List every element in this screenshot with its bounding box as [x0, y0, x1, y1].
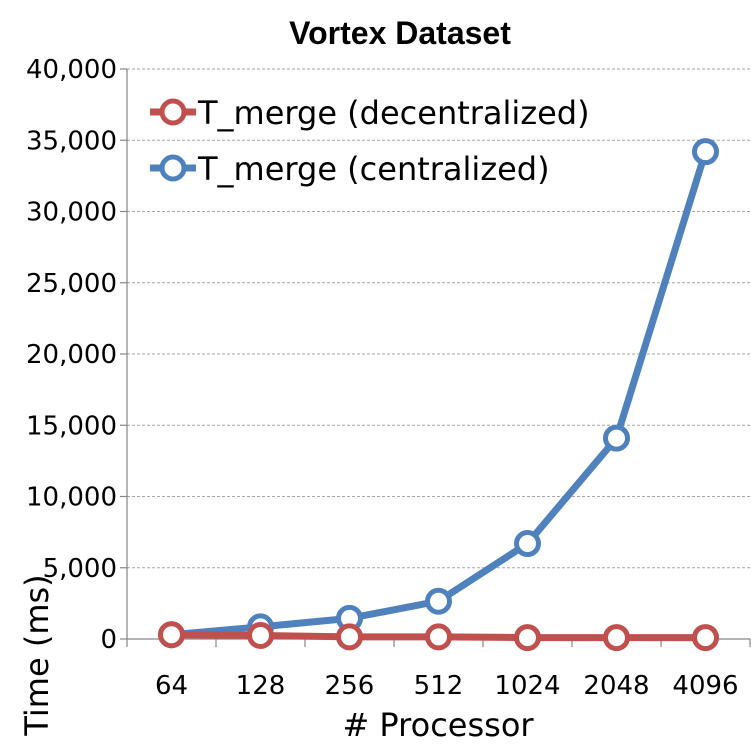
data-point: [514, 624, 541, 652]
legend-entry: T_merge (centralized): [150, 150, 550, 188]
x-tick-label: 128: [236, 671, 286, 701]
y-tick-label: 20,000: [26, 340, 117, 370]
series-decentralized: [158, 621, 719, 652]
legend: T_merge (decentralized) T_merge (centrali…: [150, 94, 590, 188]
legend-label: T_merge (centralized): [197, 150, 550, 188]
data-point: [692, 624, 719, 652]
data-point: [603, 424, 630, 452]
legend-marker: [159, 154, 187, 182]
y-tick-labels: 0 5,000 10,000 15,000 20,000 25,000 30,000 35,0…: [26, 55, 117, 655]
series: [158, 138, 719, 652]
x-tick-label: 64: [155, 671, 188, 701]
data-point: [603, 624, 630, 652]
y-tick-label: 25,000: [26, 269, 117, 299]
legend-marker: [159, 98, 187, 126]
series-line: [171, 150, 709, 639]
data-point: [425, 587, 452, 615]
x-tick-label: 256: [325, 671, 375, 701]
series-centralized: [158, 138, 719, 649]
x-axis-label: # Processor: [342, 706, 534, 744]
y-tick-label: 35,000: [26, 126, 117, 156]
legend-label: T_merge (decentralized): [197, 94, 590, 132]
chart-title: Vortex Dataset: [289, 15, 511, 51]
y-tick-label: 40,000: [26, 55, 117, 85]
gridlines: [127, 68, 750, 569]
y-tick-label: 15,000: [26, 411, 117, 441]
x-tick-labels: 64 128 256 512 1024 2048 4096: [155, 671, 739, 701]
y-tick-label: 10,000: [26, 483, 117, 513]
y-axis-label: Time (ms): [18, 574, 56, 736]
y-tick-label: 0: [100, 625, 117, 655]
y-tick-label: 30,000: [26, 198, 117, 228]
data-point: [425, 623, 452, 651]
x-tick-label: 2048: [583, 671, 649, 701]
x-tick-label: 1024: [494, 671, 560, 701]
y-tick-label: 5,000: [43, 554, 117, 584]
data-point: [514, 530, 541, 558]
x-tick-label: 4096: [672, 671, 738, 701]
legend-entry: T_merge (decentralized): [150, 94, 590, 132]
data-point: [336, 623, 363, 651]
data-point: [158, 621, 185, 649]
data-point: [692, 138, 719, 166]
data-point: [247, 621, 274, 649]
x-tick-label: 512: [414, 671, 464, 701]
